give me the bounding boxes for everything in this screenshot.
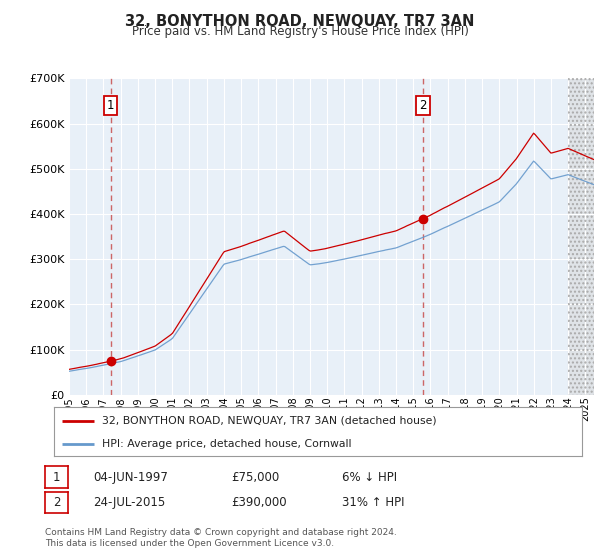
Text: 2: 2: [419, 99, 427, 112]
Text: £390,000: £390,000: [231, 496, 287, 509]
Text: 1: 1: [53, 470, 60, 484]
Text: 04-JUN-1997: 04-JUN-1997: [93, 470, 168, 484]
Text: Contains HM Land Registry data © Crown copyright and database right 2024.
This d: Contains HM Land Registry data © Crown c…: [45, 528, 397, 548]
Text: Price paid vs. HM Land Registry's House Price Index (HPI): Price paid vs. HM Land Registry's House …: [131, 25, 469, 38]
Text: 32, BONYTHON ROAD, NEWQUAY, TR7 3AN (detached house): 32, BONYTHON ROAD, NEWQUAY, TR7 3AN (det…: [101, 416, 436, 426]
Text: 1: 1: [107, 99, 115, 112]
Text: 24-JUL-2015: 24-JUL-2015: [93, 496, 165, 509]
Text: 32, BONYTHON ROAD, NEWQUAY, TR7 3AN: 32, BONYTHON ROAD, NEWQUAY, TR7 3AN: [125, 14, 475, 29]
Bar: [568, 78, 594, 395]
Text: HPI: Average price, detached house, Cornwall: HPI: Average price, detached house, Corn…: [101, 439, 351, 449]
Bar: [568, 78, 594, 395]
Text: 2: 2: [53, 496, 60, 509]
Text: 6% ↓ HPI: 6% ↓ HPI: [342, 470, 397, 484]
Text: £75,000: £75,000: [231, 470, 279, 484]
Text: 31% ↑ HPI: 31% ↑ HPI: [342, 496, 404, 509]
